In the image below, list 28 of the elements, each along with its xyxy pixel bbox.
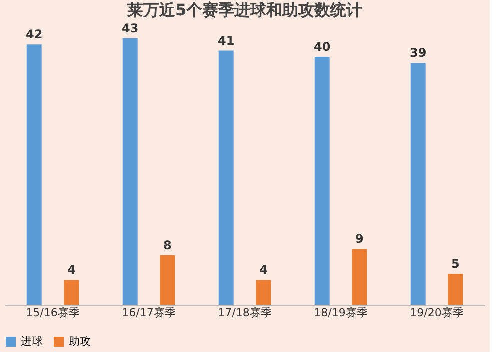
bar xyxy=(64,280,80,305)
data-label: 4 xyxy=(67,263,76,278)
data-label: 41 xyxy=(218,34,235,48)
bar xyxy=(160,255,176,305)
x-tick-label: 17/18赛季 xyxy=(218,306,272,320)
data-label: 40 xyxy=(314,40,331,54)
data-label: 5 xyxy=(451,257,460,271)
bar xyxy=(256,280,272,305)
data-label: 9 xyxy=(355,232,364,246)
bar xyxy=(410,63,426,305)
chart-title: 莱万近5个赛季进球和助攻数统计 xyxy=(126,0,363,20)
bar xyxy=(448,274,464,305)
data-label: 43 xyxy=(122,21,139,36)
x-tick-label: 18/19赛季 xyxy=(314,306,368,320)
bar xyxy=(218,50,234,305)
data-label: 39 xyxy=(410,46,427,60)
data-label: 42 xyxy=(26,28,43,42)
bar xyxy=(352,249,368,305)
x-tick-label: 19/20赛季 xyxy=(410,306,464,320)
bar xyxy=(314,57,330,305)
data-label: 4 xyxy=(259,263,268,278)
x-tick-label: 15/16赛季 xyxy=(26,306,80,320)
legend-label: 进球 xyxy=(21,335,43,348)
bar xyxy=(122,38,138,305)
bar xyxy=(26,44,42,305)
data-label: 8 xyxy=(163,238,172,252)
x-tick-label: 16/17赛季 xyxy=(122,306,176,320)
legend-label: 助攻 xyxy=(69,335,91,348)
